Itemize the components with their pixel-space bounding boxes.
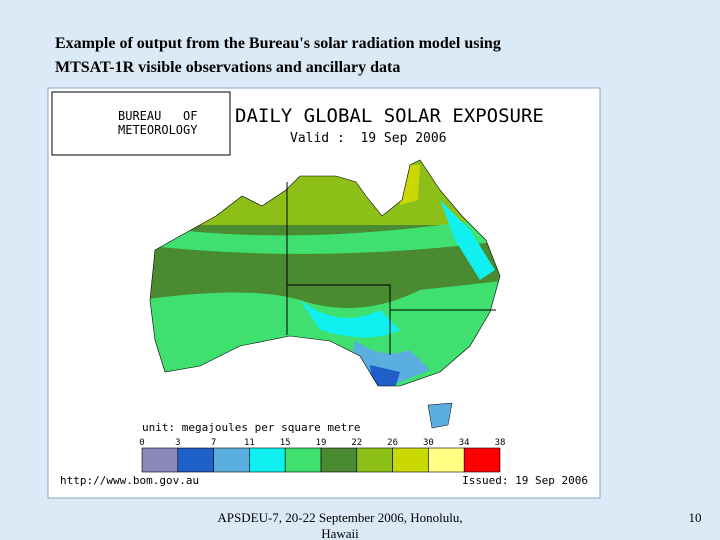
legend-tick-label: 3: [175, 438, 180, 448]
legend-swatch: [463, 447, 501, 473]
legend-tick-label: 15: [280, 438, 291, 448]
footer: Hawaii: [321, 526, 359, 540]
legend-tick-label: 38: [495, 438, 506, 448]
legend-tick-label: 22: [351, 438, 362, 448]
legend-swatch: [177, 447, 214, 473]
legend-swatch: [392, 447, 429, 473]
legend: 0 3 7 11 15 19 22 26 30 34 38: [139, 438, 506, 473]
map-title: DAILY GLOBAL SOLAR EXPOSURE: [235, 105, 544, 127]
page-number: 10: [689, 510, 702, 525]
legend-swatch: [249, 447, 286, 473]
footer: APSDEU-7, 20-22 September 2006, Honolulu…: [217, 510, 462, 525]
slide-title: MTSAT-1R visible observations and ancill…: [55, 59, 400, 76]
legend-swatch: [284, 447, 322, 473]
unit-label: unit: megajoules per square metre: [142, 421, 361, 434]
url: http://www.bom.gov.au: [60, 474, 199, 487]
issued-date: Issued: 19 Sep 2006: [462, 474, 588, 487]
legend-tick-label: 26: [387, 438, 398, 448]
legend-tick-label: 19: [316, 438, 327, 448]
agency: METEOROLOGY: [118, 123, 198, 137]
legend-tick-label: 11: [244, 438, 255, 448]
agency: BUREAU OF: [118, 109, 197, 123]
legend-swatch: [428, 447, 465, 473]
valid-date: Valid : 19 Sep 2006: [290, 131, 447, 146]
legend-tick-label: 30: [423, 438, 434, 448]
legend-swatch: [320, 447, 358, 473]
tasmania: [427, 402, 453, 429]
legend-swatch: [141, 447, 179, 473]
legend-tick-label: 34: [459, 438, 470, 448]
legend-tick-label: 0: [139, 438, 144, 448]
agency-box: [51, 91, 231, 156]
state-borders: [149, 159, 501, 387]
slide-title: Example of output from the Bureau's sola…: [55, 35, 501, 52]
legend-swatch: [356, 447, 393, 473]
legend-swatch: [213, 447, 250, 473]
legend-tick-label: 7: [211, 438, 216, 448]
